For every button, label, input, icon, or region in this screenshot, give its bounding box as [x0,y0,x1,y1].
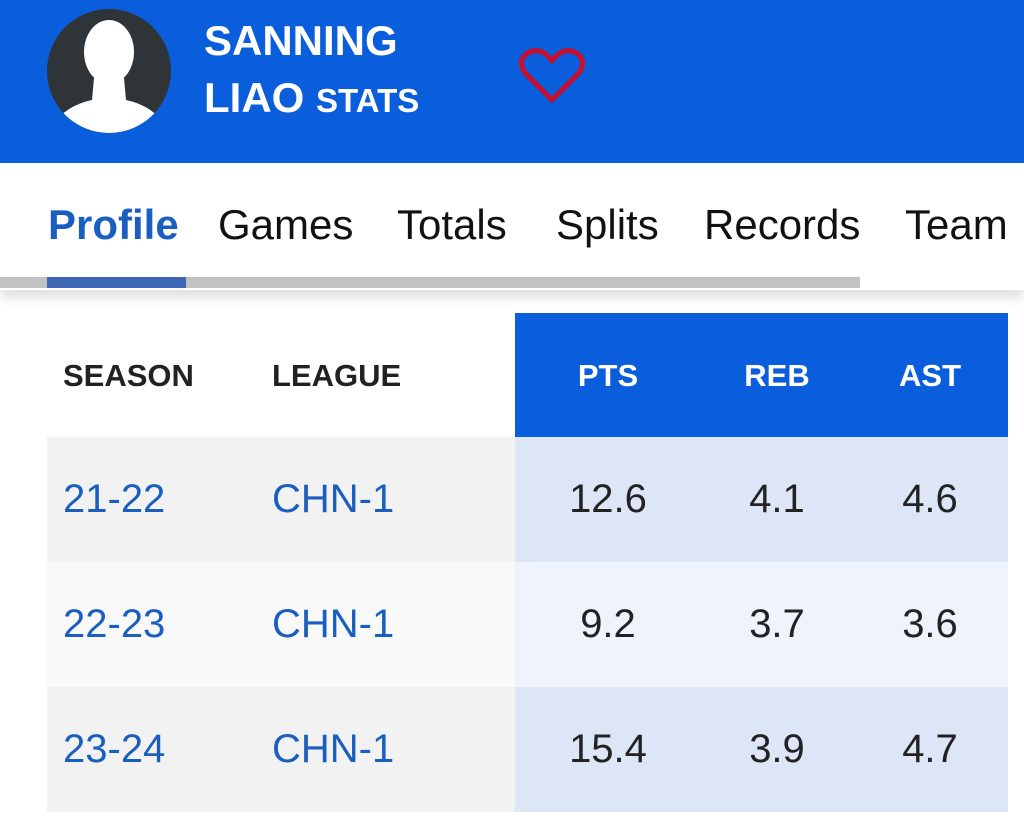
tab-bar: Profile Games Totals Splits Records Team [0,163,1024,290]
nav-tab[interactable]: Splits [556,201,659,248]
scroll-track [0,277,860,288]
column-header: LEAGUE [272,357,402,393]
favorite-button[interactable] [518,46,586,106]
column-header: SEASON [63,357,194,393]
header-highlight [515,313,1008,437]
stat-value: 3.7 [749,602,805,646]
nav-tab[interactable]: Totals [397,201,507,248]
season-link[interactable]: 21-22 [63,477,166,521]
nav-tab[interactable]: Team [905,201,1008,248]
stat-value: 9.2 [580,602,636,646]
table-row: 21-22 CHN-1 12.6 4.1 4.6 [47,437,1008,562]
stat-value: 4.7 [902,727,958,771]
player-name: LIAO STATS [204,77,419,119]
stat-value: 4.1 [749,477,805,521]
stat-value: 12.6 [569,477,647,521]
page-label: STATS [316,82,420,119]
player-name: SANNING [204,17,398,64]
nav-tab[interactable]: Games [218,201,354,248]
table-row: 23-24 CHN-1 15.4 3.9 4.7 [47,687,1008,812]
league-link[interactable]: CHN-1 [272,602,395,646]
nav-tab[interactable]: Records [704,201,861,248]
stat-value: 15.4 [569,727,647,771]
active-tab-indicator [47,277,186,288]
column-header: PTS [577,357,639,393]
stat-value: 3.6 [902,602,958,646]
column-header: AST [899,357,961,393]
avatar [47,9,171,133]
nav-tab[interactable]: Profile [48,201,179,248]
league-link[interactable]: CHN-1 [272,477,395,521]
table-row: 22-23 CHN-1 9.2 3.7 3.6 [47,562,1008,687]
league-link[interactable]: CHN-1 [272,727,395,771]
stat-value: 4.6 [902,477,958,521]
header-bar: SANNING LIAO STATS [0,0,1024,163]
table-header-row: SEASON LEAGUE PTS REB AST [47,313,1008,438]
stat-value: 3.9 [749,727,805,771]
season-link[interactable]: 23-24 [63,727,166,771]
season-link[interactable]: 22-23 [63,602,166,646]
column-header: REB [744,357,810,393]
player-name: LIAO [204,74,305,121]
